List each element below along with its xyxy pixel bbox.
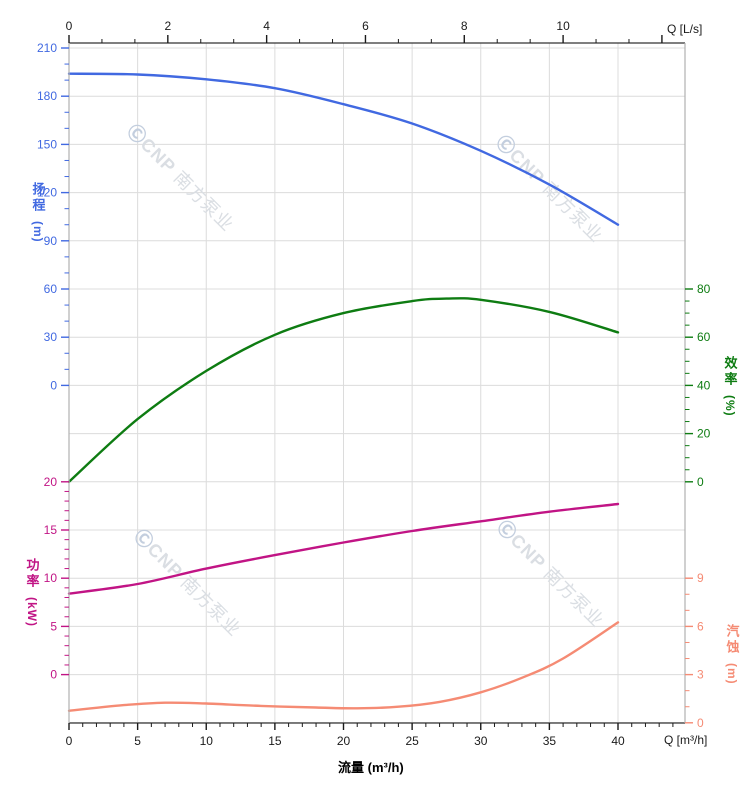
efficiency-curve [67, 297, 620, 483]
tick-label: 80 [697, 282, 711, 296]
tick-label: 0 [697, 475, 704, 489]
tick-label: 6 [697, 619, 704, 633]
power-curve [67, 502, 620, 595]
top-axis-unit-label: Q [L/s] [667, 22, 703, 36]
head-curve [67, 72, 620, 226]
brand-watermark: ⒸCNP 南方泵业 [123, 120, 238, 235]
tick-label: 25 [405, 734, 419, 748]
tick-label: 2 [164, 19, 171, 33]
tick-label: 60 [697, 330, 711, 344]
tick-label: 120 [37, 186, 57, 200]
tick-label: 0 [66, 19, 73, 33]
efficiency-axis-title-unit: (%) [722, 395, 737, 417]
tick-label: 0 [50, 668, 57, 682]
tick-label: 180 [37, 89, 57, 103]
power-axis-title-cjk: 功率 [24, 558, 40, 590]
tick-label: 15 [268, 734, 282, 748]
flow-axis-title: 流量 (m³/h) [338, 760, 404, 775]
power-axis-title: 功率 (kW) [14, 558, 48, 627]
tick-label: 5 [50, 619, 57, 633]
tick-label: 0 [697, 716, 704, 730]
axis-ticks [61, 35, 693, 730]
head-axis-title-unit: (m) [30, 221, 45, 243]
tick-label: 6 [362, 19, 369, 33]
efficiency-axis-title-cjk: 效率 [722, 356, 738, 388]
tick-label: 40 [611, 734, 625, 748]
tick-label: 150 [37, 137, 57, 151]
brand-watermark: ⒸCNP 南方泵业 [493, 516, 608, 631]
npsh-axis-title-cjk: 汽蚀 [724, 624, 740, 656]
tick-label: 20 [337, 734, 351, 748]
tick-label: 0 [66, 734, 73, 748]
tick-label: 4 [263, 19, 270, 33]
curves [67, 72, 620, 712]
npsh-curve [67, 621, 620, 712]
tick-label: 10 [556, 19, 570, 33]
npsh-axis-title-unit: (m) [724, 663, 739, 685]
tick-label: 90 [44, 234, 58, 248]
efficiency-axis-title: 效率 (%) [714, 356, 744, 417]
bottom-axis-unit-label: Q [m³/h] [664, 733, 708, 747]
head-axis-title-cjk: 扬程 [30, 182, 46, 214]
npsh-axis-title: 汽蚀 (m) [716, 624, 746, 685]
tick-label: 35 [543, 734, 557, 748]
axes-frame [68, 42, 686, 724]
tick-label: 210 [37, 41, 57, 55]
tick-label: 20 [697, 427, 711, 441]
tick-label: 20 [44, 475, 58, 489]
tick-label: 9 [697, 571, 704, 585]
tick-label: 30 [474, 734, 488, 748]
tick-label: 30 [44, 330, 58, 344]
tick-label: 40 [697, 378, 711, 392]
tick-label: 3 [697, 668, 704, 682]
tick-label: 10 [44, 571, 58, 585]
gridlines [68, 43, 685, 724]
tick-label: 10 [200, 734, 214, 748]
tick-label: 15 [44, 523, 58, 537]
tick-label: 5 [134, 734, 141, 748]
tick-label: 60 [44, 282, 58, 296]
tick-label: 0 [50, 378, 57, 392]
power-axis-title-unit: (kW) [24, 597, 39, 627]
tick-label: 8 [461, 19, 468, 33]
head-axis-title: 扬程 (m) [22, 182, 52, 243]
